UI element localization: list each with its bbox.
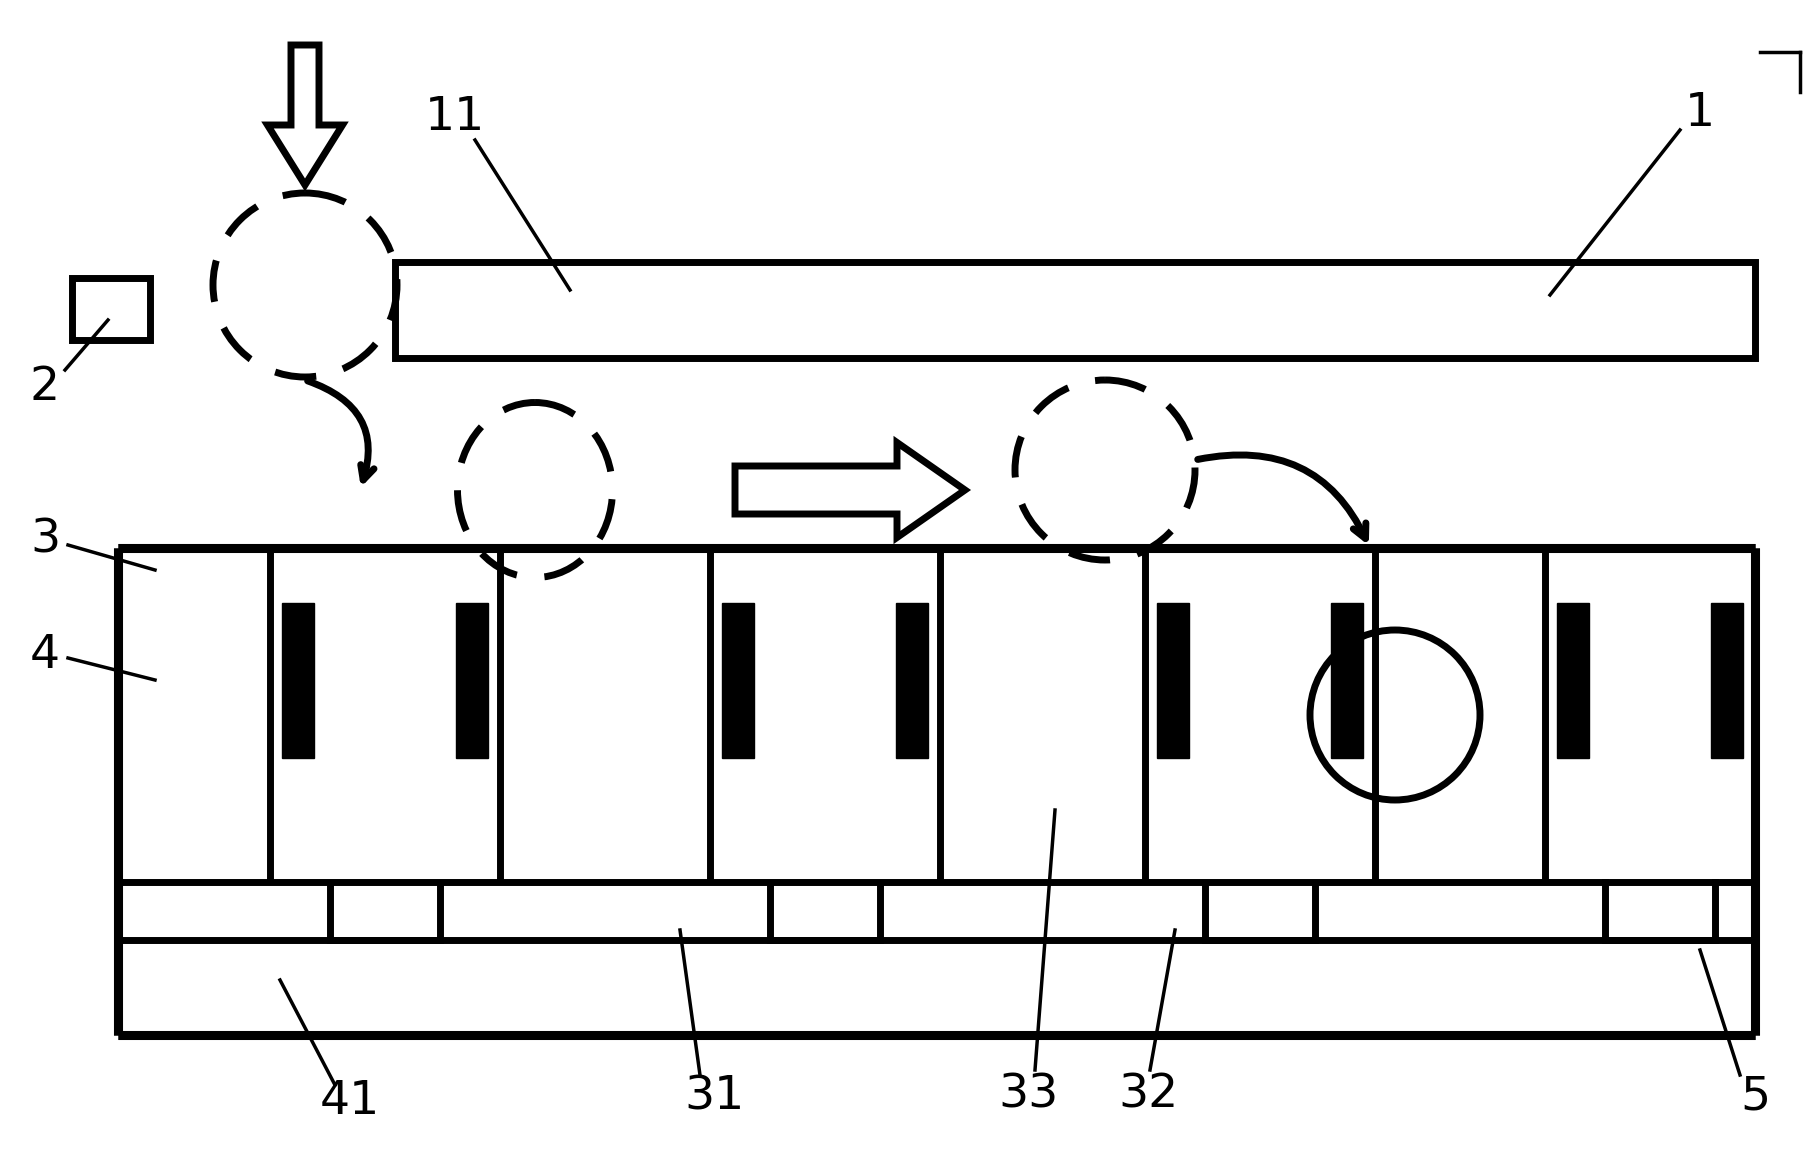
Bar <box>896 603 927 759</box>
Text: 1: 1 <box>1685 91 1714 135</box>
Text: 11: 11 <box>425 95 485 140</box>
Text: 41: 41 <box>320 1080 380 1124</box>
Bar <box>282 603 315 759</box>
Bar <box>722 603 754 759</box>
Bar <box>73 278 151 340</box>
Text: 3: 3 <box>29 517 60 562</box>
Text: 5: 5 <box>1740 1075 1771 1120</box>
Bar <box>1156 603 1189 759</box>
Text: 32: 32 <box>1118 1073 1178 1117</box>
Bar <box>456 603 487 759</box>
Text: 31: 31 <box>685 1075 745 1120</box>
Text: 33: 33 <box>998 1073 1058 1117</box>
Text: 2: 2 <box>29 366 60 410</box>
Bar <box>395 262 1754 358</box>
Bar <box>1331 603 1364 759</box>
Polygon shape <box>734 442 965 537</box>
Bar <box>118 548 1754 1035</box>
Polygon shape <box>267 45 342 185</box>
Bar <box>1711 603 1743 759</box>
Text: 4: 4 <box>29 633 60 677</box>
Bar <box>1556 603 1589 759</box>
